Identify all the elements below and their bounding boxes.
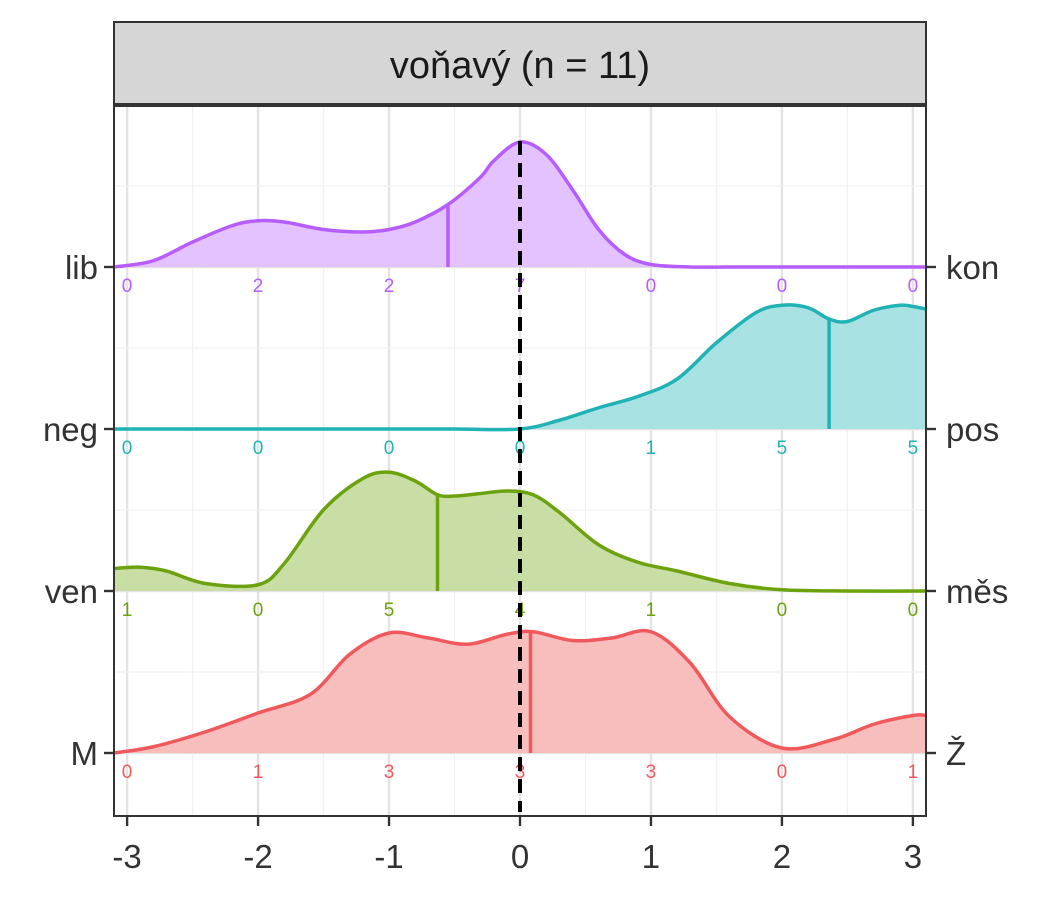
count-label: 0 — [122, 276, 133, 297]
count-labels: 0227000000015510541000133301 — [122, 276, 918, 783]
count-label: 1 — [908, 762, 919, 783]
count-label: 2 — [384, 276, 395, 297]
right-axis-label: pos — [946, 411, 999, 448]
count-label: 0 — [777, 276, 788, 297]
count-label: 0 — [908, 276, 919, 297]
density-line-M — [113, 629, 927, 755]
x-tick-label: 2 — [773, 838, 791, 875]
count-label: 0 — [384, 438, 395, 459]
density-area-neg — [114, 304, 926, 430]
density-line-ven — [113, 470, 927, 593]
x-tick-label: 1 — [642, 838, 660, 875]
count-label: 1 — [122, 600, 133, 621]
left-axis-label: neg — [43, 411, 98, 448]
count-label: 0 — [122, 762, 133, 783]
ridge-ven — [113, 470, 927, 593]
count-label: 0 — [777, 600, 788, 621]
count-label: 0 — [253, 438, 264, 459]
strip-background — [113, 21, 927, 105]
count-label: 2 — [253, 276, 264, 297]
density-line-neg — [113, 303, 927, 432]
count-label: 0 — [515, 438, 526, 459]
count-label: 5 — [384, 600, 395, 621]
count-label: 3 — [515, 762, 526, 783]
count-label: 1 — [646, 438, 657, 459]
ridge-neg — [113, 303, 927, 432]
count-label: 3 — [646, 762, 657, 783]
right-axis-label: měs — [946, 573, 1008, 610]
x-tick-label: -2 — [243, 838, 272, 875]
count-label: 0 — [908, 600, 919, 621]
count-label: 3 — [384, 762, 395, 783]
left-axis-label: lib — [65, 249, 98, 286]
count-label: 5 — [908, 438, 919, 459]
x-tick-label: 0 — [511, 838, 529, 875]
chart-title: voňavý (n = 11) — [390, 45, 650, 87]
right-axis-label: Ž — [946, 735, 966, 772]
density-line-lib — [113, 140, 926, 269]
facet-strip: voňavý (n = 11) — [113, 21, 927, 105]
count-label: 1 — [646, 600, 657, 621]
axes: -3 -2 -1 0 1 2 3 lib kon neg pos ven měs M Ž — [43, 249, 1008, 875]
density-area-lib — [114, 141, 926, 268]
count-label: 1 — [253, 762, 264, 783]
count-label: 0 — [646, 276, 657, 297]
count-label: 5 — [777, 438, 788, 459]
right-axis-label: kon — [946, 249, 999, 286]
count-label: 0 — [253, 600, 264, 621]
x-tick-label: -1 — [374, 838, 403, 875]
ridge-lib — [113, 140, 926, 269]
count-label: 0 — [122, 438, 133, 459]
x-tick-label: -3 — [112, 838, 141, 875]
left-axis-label: ven — [45, 573, 98, 610]
density-area-ven — [114, 472, 926, 592]
left-axis-label: M — [71, 735, 99, 772]
x-tick-label: 3 — [904, 838, 922, 875]
count-label: 0 — [777, 762, 788, 783]
